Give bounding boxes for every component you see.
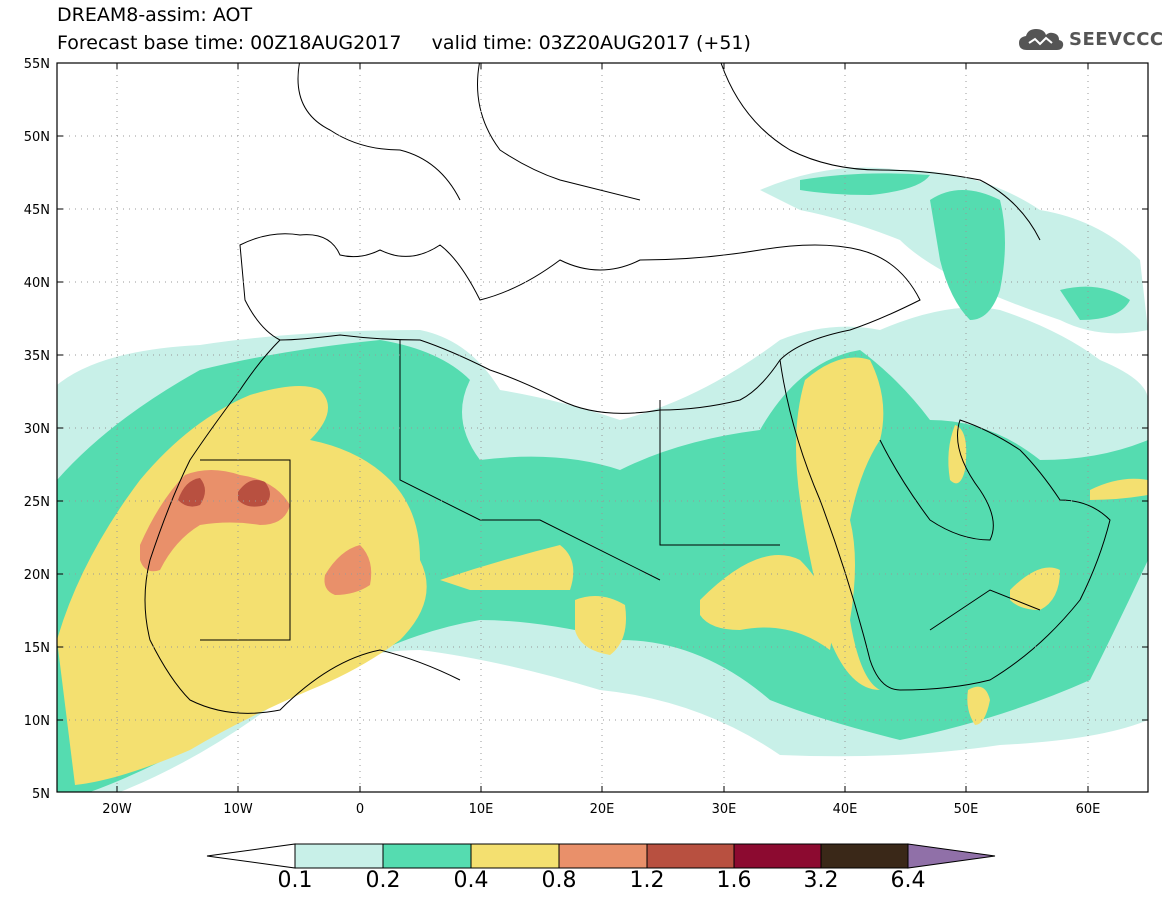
- lat-label: 30N: [24, 422, 50, 437]
- aot-band-1.2: [178, 478, 270, 507]
- colorbar-over-arrow: [907, 843, 996, 869]
- aot-band-0.4: [57, 357, 1148, 785]
- colorbar-label: 0.2: [365, 868, 401, 893]
- lon-label: 10W: [223, 802, 253, 817]
- colorbar-swatch-1.6: [733, 843, 822, 869]
- lon-label: 0: [356, 802, 364, 817]
- lon-label: 50E: [954, 802, 979, 817]
- colorbar: [206, 843, 996, 869]
- lat-label: 40N: [24, 276, 50, 291]
- colorbar-label: 6.4: [890, 868, 926, 893]
- longitude-labels: 20W 10W 0 10E 20E 30E 40E 50E 60E: [102, 802, 1100, 817]
- colorbar-label: 0.8: [541, 868, 577, 893]
- lon-label: 40E: [833, 802, 858, 817]
- lat-label: 25N: [24, 495, 50, 510]
- axis-ticks: [57, 62, 1148, 793]
- lat-label: 20N: [24, 568, 50, 583]
- map-title: DREAM8-assim: AOT: [57, 4, 253, 26]
- lat-label: 5N: [32, 787, 50, 802]
- colorbar-label: 1.2: [629, 868, 665, 893]
- coastlines: [144, 63, 1111, 714]
- forecast-time-subtitle: Forecast base time: 00Z18AUG2017 valid t…: [57, 32, 751, 54]
- latitude-labels: 55N 50N 45N 40N 35N 30N 25N 20N 15N 10N …: [24, 57, 50, 802]
- lat-label: 50N: [24, 130, 50, 145]
- lat-label: 55N: [24, 57, 50, 72]
- cloud-icon: [1019, 29, 1064, 50]
- colorbar-swatch-3.2: [820, 843, 909, 869]
- lon-label: 20W: [102, 802, 132, 817]
- colorbar-label: 3.2: [803, 868, 839, 893]
- seevccc-logo: SEEVCCC: [1017, 26, 1164, 52]
- colorbar-swatch-0.8: [558, 843, 648, 869]
- colorbar-swatch-1.2: [646, 843, 735, 869]
- lon-label: 30E: [712, 802, 737, 817]
- colorbar-label: 0.4: [453, 868, 489, 893]
- colorbar-swatch-0.1: [294, 843, 384, 869]
- colorbar-under-arrow: [206, 843, 296, 869]
- colorbar-swatch-0.2: [382, 843, 472, 869]
- lat-label: 15N: [24, 641, 50, 656]
- lat-label: 10N: [24, 714, 50, 729]
- lat-label: 35N: [24, 349, 50, 364]
- logo-text: SEEVCCC: [1069, 28, 1164, 50]
- colorbar-swatch-0.4: [470, 843, 560, 869]
- lon-label: 20E: [590, 802, 615, 817]
- lon-label: 10E: [469, 802, 494, 817]
- lat-label: 45N: [24, 203, 50, 218]
- lon-label: 60E: [1076, 802, 1101, 817]
- colorbar-label: 0.1: [277, 868, 313, 893]
- colorbar-label: 1.6: [716, 868, 752, 893]
